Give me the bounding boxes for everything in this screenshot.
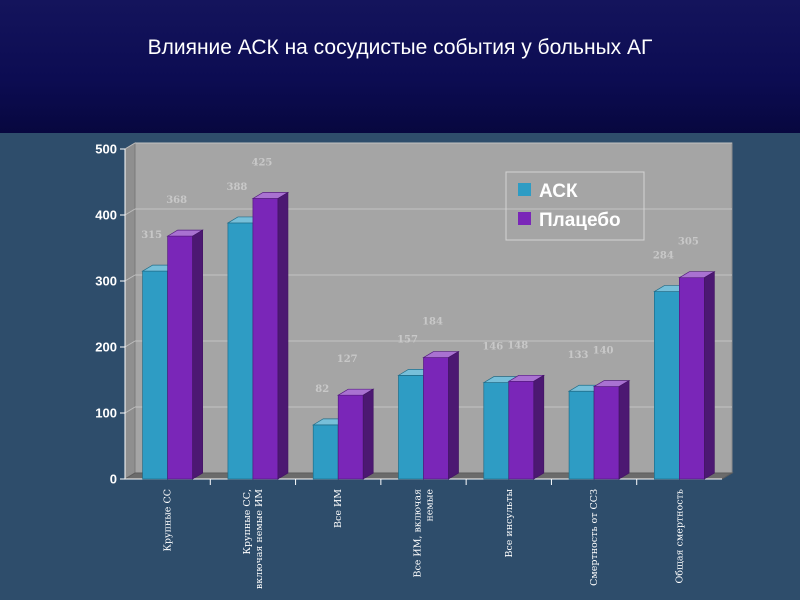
bar xyxy=(227,222,254,480)
bar xyxy=(337,394,364,480)
category-label: включая немые ИМ xyxy=(254,489,265,589)
legend-swatch xyxy=(518,183,531,196)
bar-side xyxy=(533,374,545,480)
category-label: Общая смертность xyxy=(674,489,685,584)
bar xyxy=(398,375,424,480)
bar xyxy=(654,291,680,480)
y-tick-label: 0 xyxy=(110,472,117,487)
category-label: Все ИМ xyxy=(333,489,344,528)
plot-side-wall xyxy=(124,142,136,480)
slide-header: Влияние АСК на сосудистые события у боль… xyxy=(0,0,800,133)
category-label: Смертность от ССЗ xyxy=(589,489,600,586)
bar xyxy=(423,357,449,480)
y-tick-label: 200 xyxy=(95,340,117,355)
data-label: 140 xyxy=(593,346,614,357)
data-label: 184 xyxy=(422,317,443,328)
bar xyxy=(142,270,168,480)
gridline-side xyxy=(124,142,136,150)
data-label: 157 xyxy=(397,334,418,345)
y-tick-label: 500 xyxy=(95,142,117,157)
legend-label: Плацебо xyxy=(539,210,621,231)
legend-box xyxy=(505,171,645,241)
gridline-side xyxy=(124,208,136,216)
data-label: 148 xyxy=(507,340,528,351)
bar-side xyxy=(277,191,289,480)
category-label: Все ИМ, включая xyxy=(413,489,424,578)
data-label: 146 xyxy=(482,342,503,353)
bar-side xyxy=(448,350,459,480)
bar xyxy=(568,390,595,480)
bar-side xyxy=(192,229,203,480)
bar xyxy=(167,235,193,480)
data-label: 133 xyxy=(568,350,589,361)
legend-swatch xyxy=(518,212,531,225)
data-label: 82 xyxy=(315,384,329,395)
slide-title: Влияние АСК на сосудистые события у боль… xyxy=(147,36,653,59)
legend-label: АСК xyxy=(539,181,578,202)
bar-side xyxy=(362,388,374,480)
bar-chart: 0 100 200 300 400 500 315 368 Крупные СС 388 425 Кр… xyxy=(95,142,734,589)
category-label: немые xyxy=(425,489,436,522)
bar xyxy=(679,277,705,480)
data-label: 315 xyxy=(141,230,162,241)
category-label: Все инсульты xyxy=(504,489,515,558)
category-label: Крупные СС, xyxy=(242,489,253,554)
data-label: 127 xyxy=(337,354,358,365)
bar xyxy=(252,198,279,480)
data-label: 305 xyxy=(678,237,699,248)
data-label: 425 xyxy=(251,158,272,169)
bar-side xyxy=(704,271,715,480)
data-label: 284 xyxy=(653,251,674,262)
data-label: 368 xyxy=(166,195,187,206)
gridline-side xyxy=(124,274,136,282)
y-tick-label: 300 xyxy=(95,274,117,289)
bar-side xyxy=(618,379,630,480)
bar xyxy=(593,386,620,480)
bar xyxy=(312,424,339,480)
y-tick-label: 400 xyxy=(95,208,117,223)
gridline-side xyxy=(124,340,136,348)
bar xyxy=(483,382,510,480)
y-tick-label: 100 xyxy=(95,406,117,421)
category-label: Крупные СС xyxy=(163,489,174,551)
data-label: 388 xyxy=(226,182,247,193)
gridline-side xyxy=(124,406,136,414)
chart-area: 0 100 200 300 400 500 315 368 Крупные СС 388 425 Кр… xyxy=(0,133,800,600)
bar xyxy=(508,380,535,480)
